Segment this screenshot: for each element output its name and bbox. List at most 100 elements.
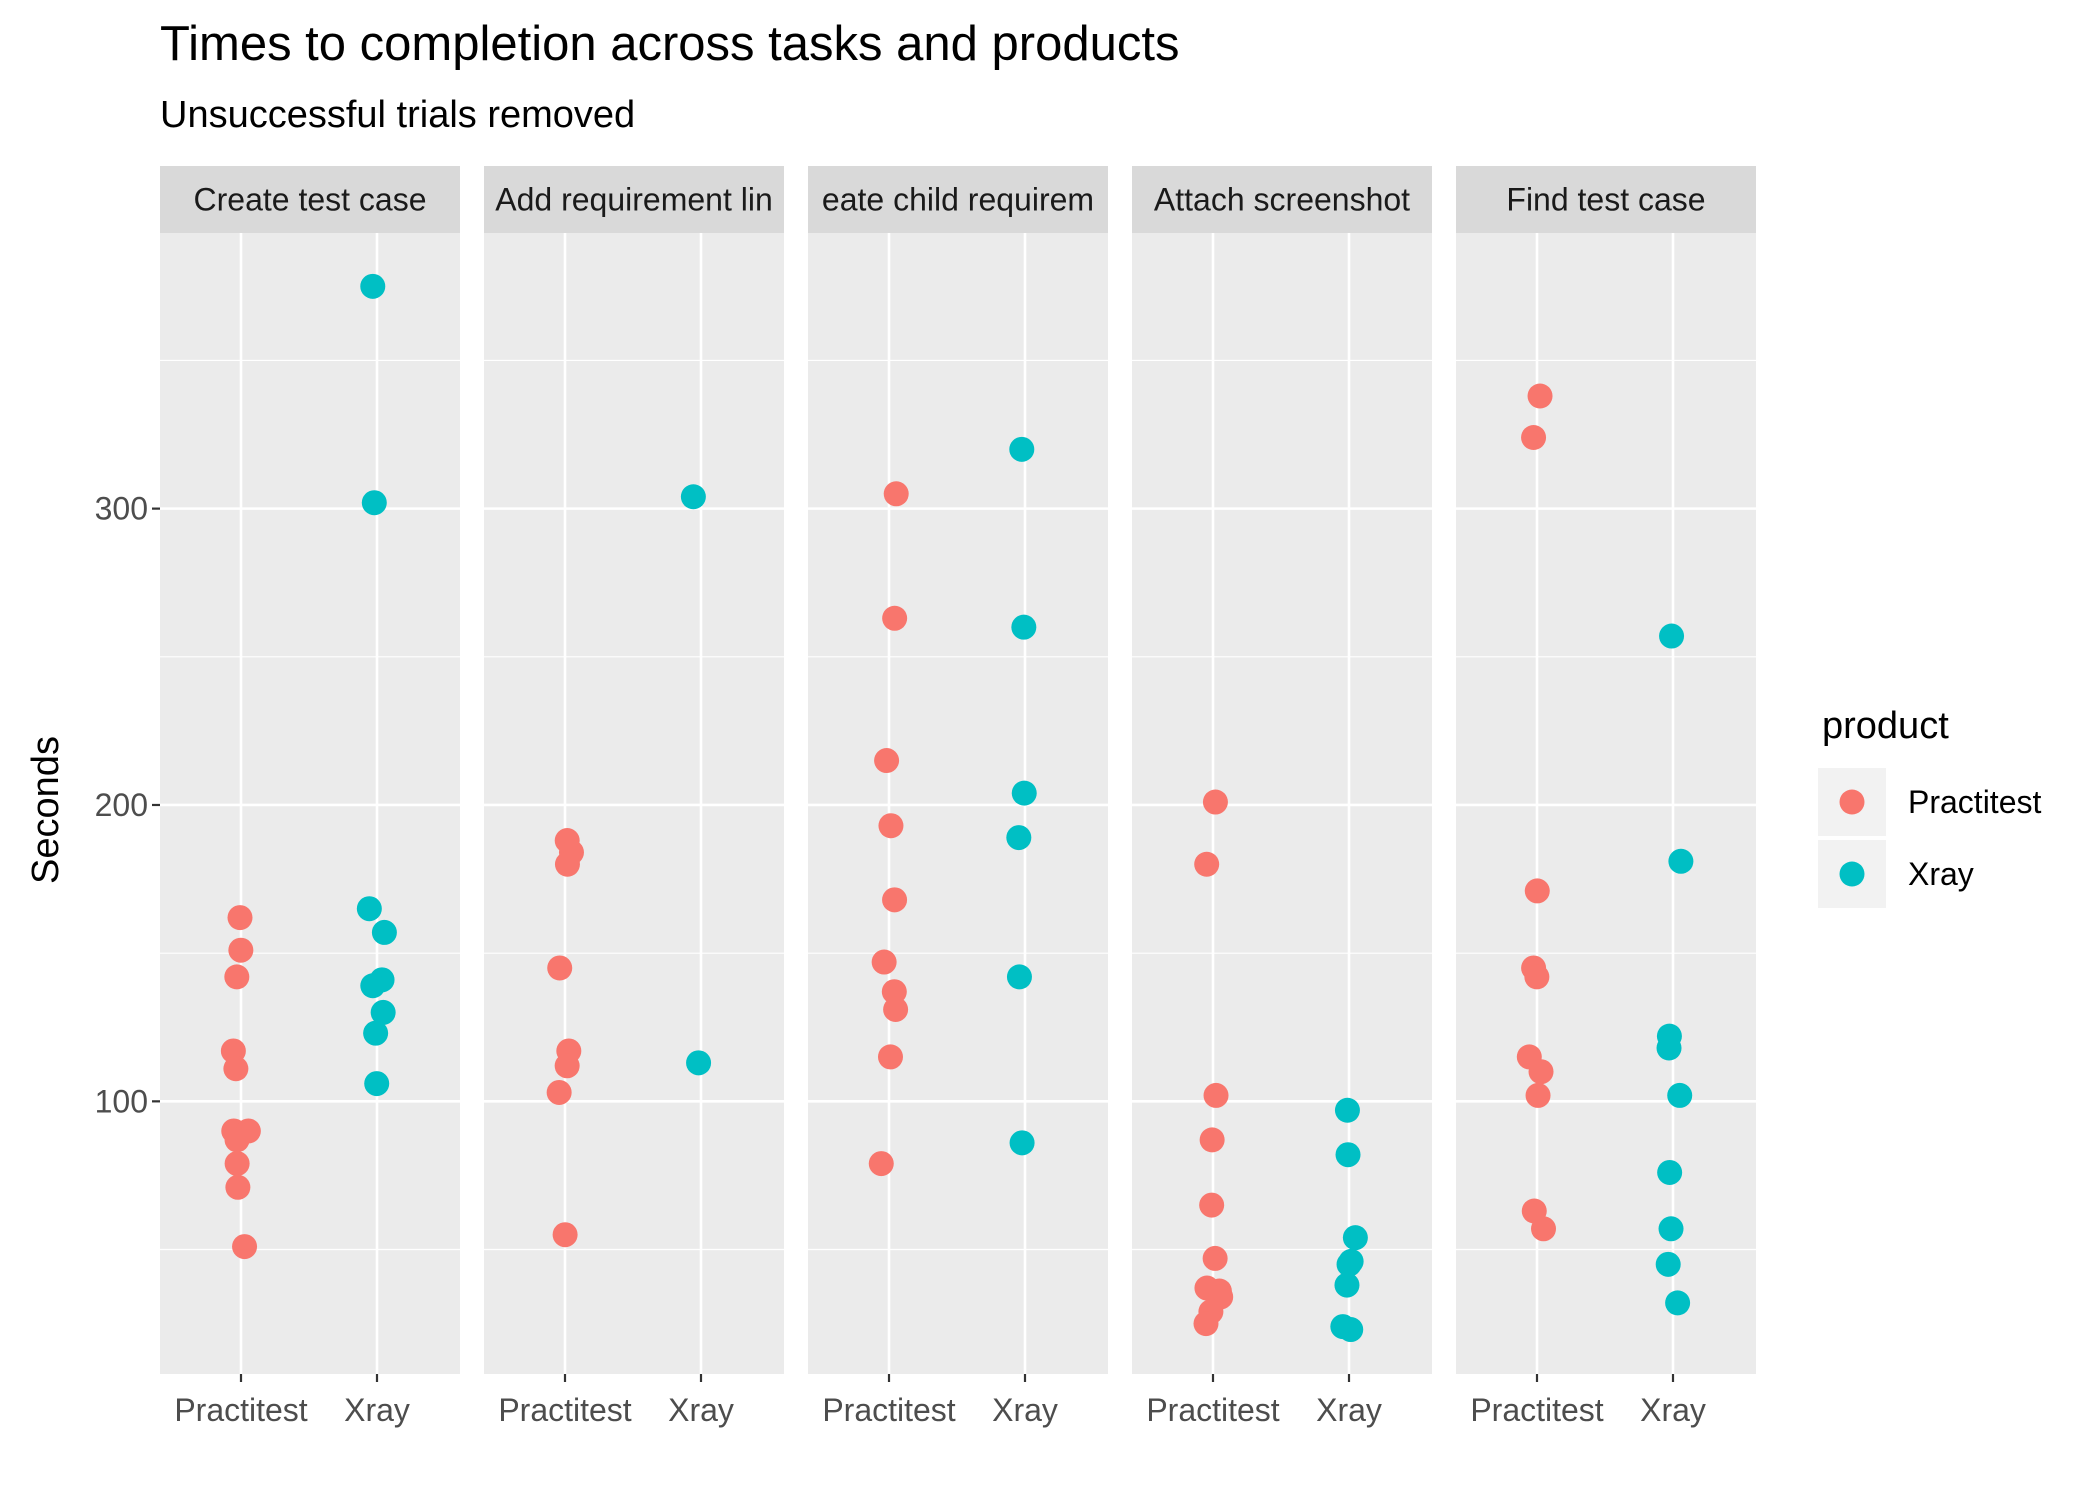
legend-entry-label: Practitest xyxy=(1908,784,2041,820)
facet-strip-label: eate child requirem xyxy=(822,182,1094,218)
data-point xyxy=(1194,851,1220,877)
facet-panel: Attach screenshot Practitest Xray xyxy=(1132,166,1432,1428)
data-point xyxy=(228,937,254,963)
chart-subtitle: Unsuccessful trials removed xyxy=(160,94,635,136)
data-point xyxy=(1524,964,1550,990)
data-point xyxy=(1338,1317,1364,1343)
data-point xyxy=(878,813,904,839)
data-point xyxy=(680,484,706,510)
data-point xyxy=(1203,1082,1229,1108)
facet-strip xyxy=(1132,166,1432,233)
data-point xyxy=(882,605,908,631)
data-point xyxy=(225,1174,251,1200)
data-point xyxy=(1665,1290,1691,1316)
data-point xyxy=(360,973,386,999)
data-point xyxy=(1528,1059,1554,1085)
data-point xyxy=(1199,1192,1225,1218)
data-point xyxy=(370,999,396,1025)
data-point xyxy=(883,996,909,1022)
panel-background xyxy=(484,233,784,1374)
data-point xyxy=(1656,1035,1682,1061)
data-point xyxy=(1199,1127,1225,1153)
legend-key-point xyxy=(1839,789,1865,815)
facet-panel: Create test case Practitest Xray xyxy=(160,166,460,1428)
data-point xyxy=(554,851,580,877)
panel-background xyxy=(160,233,460,1374)
data-point xyxy=(232,1234,258,1260)
facet-strip-label: Find test case xyxy=(1506,182,1705,218)
x-tick-label: Practitest xyxy=(822,1392,955,1428)
data-point xyxy=(686,1050,712,1076)
data-point xyxy=(360,273,386,299)
data-point xyxy=(1655,1251,1681,1277)
facet-panel: eate child requirem Practitest Xray xyxy=(808,166,1108,1428)
facet-panel: Add requirement lin Practitest Xray xyxy=(484,166,784,1428)
legend: product Practitest Xray xyxy=(1818,705,2041,908)
facet-strip xyxy=(484,166,784,233)
panel-background xyxy=(1456,233,1756,1374)
chart-title: Times to completion across tasks and pro… xyxy=(160,17,1179,71)
data-point xyxy=(1006,964,1032,990)
facet-strip-label: Attach screenshot xyxy=(1154,182,1410,218)
data-point xyxy=(554,1053,580,1079)
data-point xyxy=(1202,789,1228,815)
data-point xyxy=(1659,623,1685,649)
y-tick-label: 100 xyxy=(95,1083,148,1119)
data-point xyxy=(227,905,253,931)
data-point xyxy=(224,1127,250,1153)
data-point xyxy=(1658,1216,1684,1242)
data-point xyxy=(1524,878,1550,904)
data-point xyxy=(547,955,573,981)
facet-strip xyxy=(808,166,1108,233)
x-tick-label: Xray xyxy=(668,1392,734,1428)
x-tick-label: Practitest xyxy=(1470,1392,1603,1428)
facet-strip xyxy=(1456,166,1756,233)
data-point xyxy=(1334,1272,1360,1298)
x-tick-label: Xray xyxy=(1640,1392,1706,1428)
legend-entry-label: Xray xyxy=(1908,856,1974,892)
x-tick-label: Practitest xyxy=(174,1392,307,1428)
facet-panel: Find test case Practitest Xray xyxy=(1456,166,1756,1428)
data-point xyxy=(1336,1251,1362,1277)
facet-strip-label: Add requirement lin xyxy=(495,182,772,218)
data-point xyxy=(881,979,907,1005)
data-point xyxy=(361,490,387,516)
panel-background xyxy=(808,233,1108,1374)
legend-key-point xyxy=(1839,861,1865,887)
data-point xyxy=(1011,614,1037,640)
data-point xyxy=(1521,424,1547,450)
x-tick-label: Xray xyxy=(344,1392,410,1428)
data-point xyxy=(1335,1142,1361,1168)
data-point xyxy=(552,1222,578,1248)
panel-background xyxy=(1132,233,1432,1374)
data-point xyxy=(1202,1245,1228,1271)
data-point xyxy=(868,1151,894,1177)
y-axis-title: Seconds xyxy=(25,736,67,884)
data-point xyxy=(363,1020,389,1046)
data-point xyxy=(1527,383,1553,409)
facet-strip-label: Create test case xyxy=(194,182,427,218)
x-tick-label: Xray xyxy=(992,1392,1058,1428)
data-point xyxy=(224,964,250,990)
data-point xyxy=(1657,1159,1683,1185)
data-point xyxy=(1009,436,1035,462)
facet-strip xyxy=(160,166,460,233)
data-point xyxy=(1667,1082,1693,1108)
data-point xyxy=(1006,825,1032,851)
y-tick-label: 300 xyxy=(95,491,148,527)
data-point xyxy=(1668,848,1694,874)
x-tick-label: Practitest xyxy=(498,1392,631,1428)
data-point xyxy=(1334,1097,1360,1123)
x-tick-label: Xray xyxy=(1316,1392,1382,1428)
data-point xyxy=(224,1151,250,1177)
data-point xyxy=(877,1044,903,1070)
data-point xyxy=(882,887,908,913)
data-point xyxy=(1009,1130,1035,1156)
data-point xyxy=(1011,780,1037,806)
data-point xyxy=(364,1071,390,1097)
data-point xyxy=(874,748,900,774)
data-point xyxy=(371,919,397,945)
data-point xyxy=(223,1056,249,1082)
x-tick-label: Practitest xyxy=(1146,1392,1279,1428)
